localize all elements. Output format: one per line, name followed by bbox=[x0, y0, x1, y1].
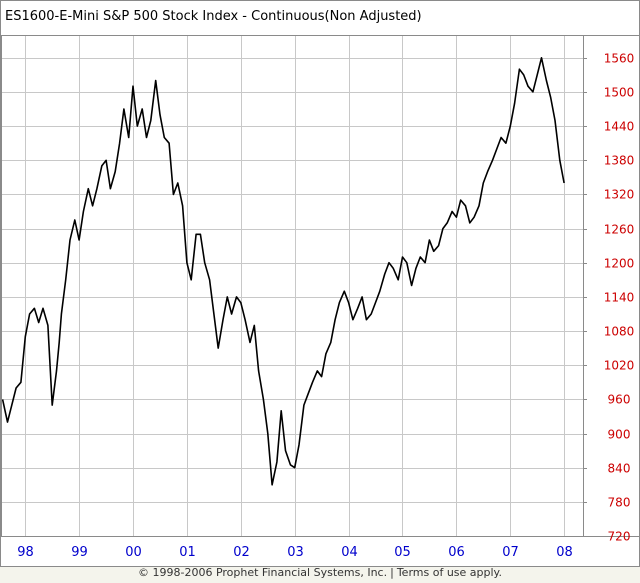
chart-plot: 720 780 840 900 960 1020 1080 1140 1200 1260 1320 1… bbox=[0, 35, 640, 560]
y-tick-label: 1500 bbox=[604, 86, 635, 100]
x-tick-label: 06 bbox=[448, 545, 465, 560]
y-axis-ticks: 720 780 840 900 960 1020 1080 1140 1200 1260 1320 1… bbox=[583, 52, 634, 544]
x-tick-label: 04 bbox=[341, 545, 358, 560]
footer: © 1998-2006 Prophet Financial Systems, I… bbox=[0, 566, 640, 583]
y-tick-label: 840 bbox=[608, 462, 631, 476]
plot-area bbox=[1, 35, 583, 536]
y-tick-label: 960 bbox=[608, 393, 631, 407]
y-tick-label: 720 bbox=[608, 530, 631, 544]
y-tick-label: 1140 bbox=[604, 291, 635, 305]
x-tick-label: 01 bbox=[179, 545, 196, 560]
y-tick-label: 1320 bbox=[604, 188, 635, 202]
y-tick-label: 1200 bbox=[604, 257, 635, 271]
x-tick-label: 02 bbox=[233, 545, 250, 560]
y-tick-label: 1440 bbox=[604, 120, 635, 134]
horizontal-gridlines bbox=[1, 58, 583, 537]
x-axis-ticks: 98 99 00 01 02 03 04 05 06 07 08 bbox=[17, 545, 573, 560]
x-tick-label: 00 bbox=[125, 545, 142, 560]
terms-of-use-link[interactable]: Terms of use apply. bbox=[396, 566, 502, 579]
x-tick-label: 99 bbox=[71, 545, 88, 560]
y-tick-label: 1020 bbox=[604, 359, 635, 373]
y-tick-label: 1560 bbox=[604, 52, 635, 66]
copyright-text: © 1998-2006 Prophet Financial Systems, I… bbox=[138, 566, 388, 579]
footer-separator: | bbox=[390, 566, 394, 579]
y-tick-label: 1080 bbox=[604, 325, 635, 339]
x-tick-label: 07 bbox=[502, 545, 519, 560]
vertical-gridlines bbox=[25, 35, 565, 536]
price-series-line bbox=[1, 57, 565, 486]
y-tick-label: 1380 bbox=[604, 154, 635, 168]
chart-title: ES1600-E-Mini S&P 500 Stock Index - Cont… bbox=[5, 9, 422, 24]
x-tick-label: 05 bbox=[394, 545, 411, 560]
y-tick-label: 1260 bbox=[604, 223, 635, 237]
x-tick-label: 98 bbox=[17, 545, 34, 560]
y-tick-label: 900 bbox=[608, 428, 631, 442]
x-tick-label: 08 bbox=[556, 545, 573, 560]
chart-header: ES1600-E-Mini S&P 500 Stock Index - Cont… bbox=[1, 1, 639, 36]
y-tick-label: 780 bbox=[608, 496, 631, 510]
x-tick-label: 03 bbox=[287, 545, 304, 560]
